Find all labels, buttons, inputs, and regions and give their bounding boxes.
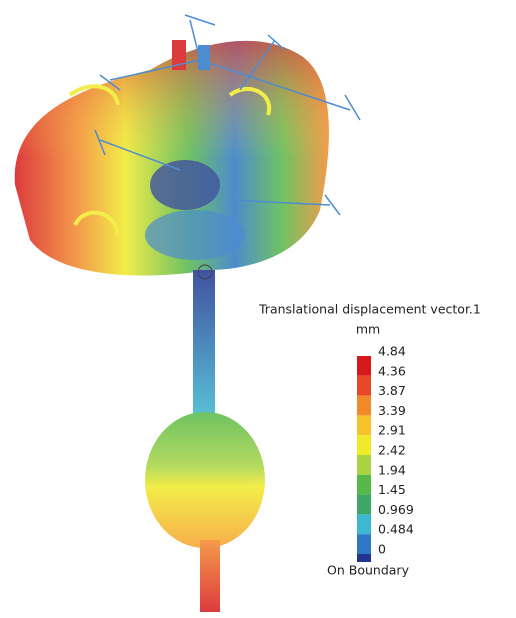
screenshot: Translational displacement vector.1 mm O… [0, 0, 516, 614]
legend-label: 3.39 [378, 403, 406, 418]
legend-label: 4.36 [378, 363, 406, 378]
legend-unit: mm [356, 322, 380, 337]
legend-label: 0 [378, 542, 386, 557]
color-swatch [357, 475, 371, 495]
legend-title: Translational displacement vector.1 [258, 302, 481, 317]
color-swatch [357, 376, 371, 396]
color-swatch [357, 356, 371, 376]
legend-footer: On Boundary [327, 563, 410, 578]
legend-label: 1.45 [378, 482, 406, 497]
color-swatch [357, 534, 371, 554]
legend-label: 0.969 [378, 502, 414, 517]
legend: Translational displacement vector.1 mm O… [258, 302, 481, 578]
color-swatch [357, 554, 371, 562]
color-swatch [357, 396, 371, 416]
legend-label: 2.42 [378, 443, 406, 458]
legend-label: 2.91 [378, 423, 406, 438]
color-swatch [357, 455, 371, 475]
legend-label: 3.87 [378, 383, 406, 398]
legend-label: 1.94 [378, 462, 406, 477]
color-swatch [357, 435, 371, 455]
color-swatch [357, 514, 371, 534]
color-swatch [357, 495, 371, 515]
legend-label: 0.484 [378, 522, 414, 537]
color-swatch [357, 415, 371, 435]
legend-label: 4.84 [378, 344, 406, 359]
